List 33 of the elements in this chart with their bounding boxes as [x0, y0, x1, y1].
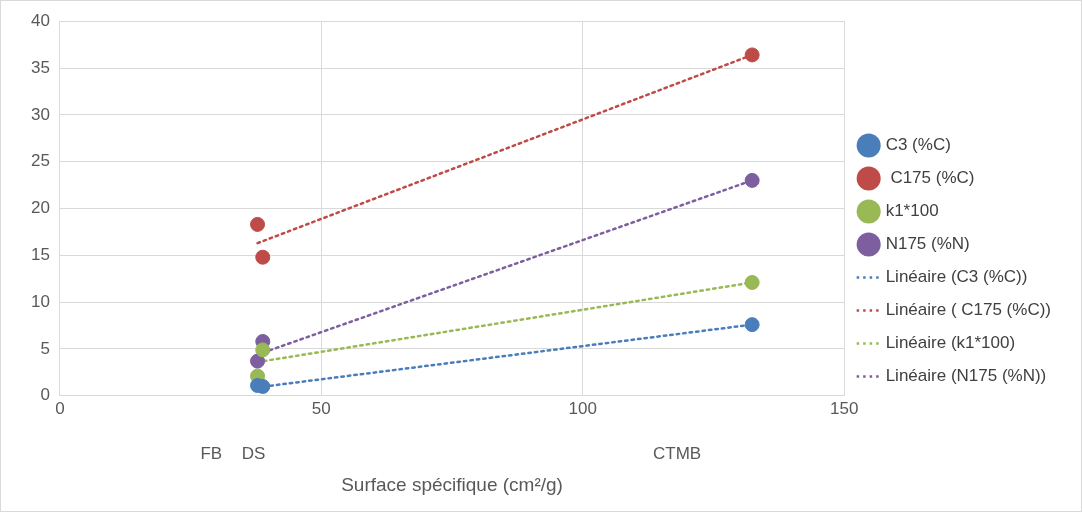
legend-label: Linéaire ( C175 (%C)) [885, 300, 1052, 320]
y-tick-label: 5 [40, 338, 50, 358]
legend-label: Linéaire (N175 (%N)) [885, 366, 1047, 386]
point [744, 47, 760, 63]
point [250, 216, 266, 232]
legend-label: k1*100 [885, 201, 939, 221]
legend-label: Linéaire (C3 (%C)) [885, 267, 1028, 287]
point [255, 342, 271, 358]
text: DS [241, 443, 266, 463]
point [744, 172, 760, 188]
y-tick-label: 20 [30, 198, 50, 218]
x-tick-label: 100 [568, 398, 597, 418]
legend-label: C3 (%C) [885, 135, 951, 155]
x-tick-label: 150 [829, 398, 859, 418]
y-tick-label: 0 [40, 385, 50, 405]
legend-label: Linéaire (k1*100) [885, 333, 1016, 353]
y-tick-label: 35 [30, 57, 50, 77]
point [744, 317, 760, 333]
legend-label: C175 (%C) [885, 168, 975, 188]
x-axis-title: Surface spécifique (cm²/g) [341, 473, 563, 495]
y-tick-label: 25 [30, 151, 50, 171]
point [744, 274, 760, 290]
y-tick-label: 30 [30, 104, 50, 124]
point [250, 353, 266, 369]
text: FB [200, 443, 223, 463]
point [255, 249, 271, 265]
text: CTMB [653, 443, 702, 463]
legend-label: N175 (%N) [885, 234, 970, 254]
y-tick-label: 10 [30, 291, 50, 311]
x-tick-label: 0 [55, 398, 65, 418]
y-tick-label: 15 [30, 245, 50, 265]
y-tick-label: 40 [30, 10, 50, 30]
x-tick-label: 50 [311, 398, 331, 418]
